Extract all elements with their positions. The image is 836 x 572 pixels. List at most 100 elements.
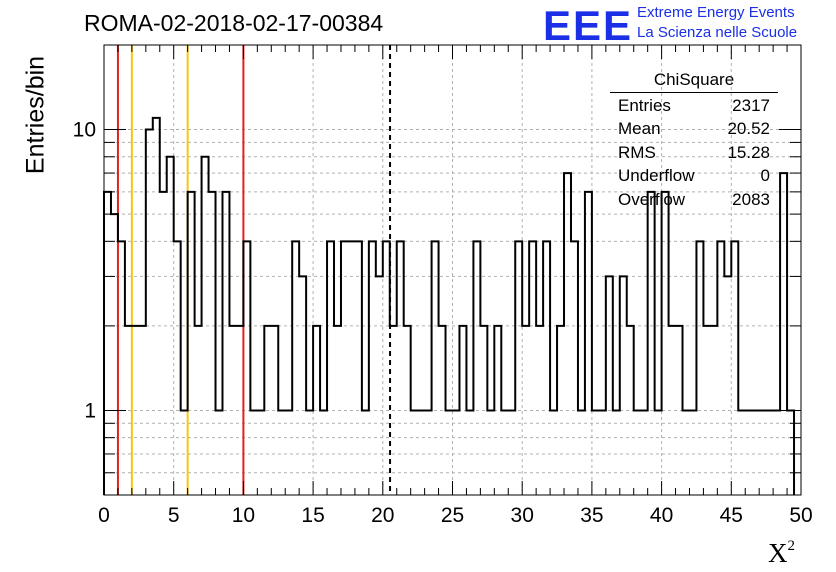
histogram-bin	[446, 410, 453, 495]
histogram-bin	[501, 410, 508, 495]
x-axis-label-base: X	[768, 538, 788, 568]
histogram-bin	[264, 326, 271, 495]
histogram-bin	[139, 326, 146, 495]
histogram-bin	[606, 276, 613, 495]
histogram-bin	[188, 192, 195, 495]
stats-row-mean: Mean 20.52	[610, 117, 778, 141]
histogram-bin	[536, 326, 543, 495]
stats-row-overflow: Overflow 2083	[610, 188, 778, 212]
histogram-bin	[578, 410, 585, 495]
histogram-bin	[717, 241, 724, 495]
x-axis-label: X2	[768, 538, 795, 569]
histogram-bin	[459, 326, 466, 495]
histogram-bin	[383, 241, 390, 495]
histogram-bin	[710, 326, 717, 495]
histogram-bin	[620, 276, 627, 495]
histogram-bin	[306, 410, 313, 495]
histogram-bin	[766, 410, 773, 495]
histogram-bin	[613, 410, 620, 495]
histogram-bin	[257, 410, 264, 495]
x-tick-label: 30	[511, 504, 534, 527]
x-tick-label: 50	[789, 504, 812, 527]
histogram-bin	[543, 241, 550, 495]
histogram-bin	[111, 214, 118, 495]
histogram-bin	[195, 326, 202, 495]
histogram-bin	[669, 326, 676, 495]
histogram-bin	[209, 192, 216, 495]
histogram-bin	[334, 326, 341, 495]
histogram-bin	[676, 326, 683, 495]
histogram-bin	[236, 326, 243, 495]
histogram-bin	[104, 192, 111, 495]
histogram-bin	[703, 326, 710, 495]
histogram-bin	[167, 157, 174, 495]
histogram-bin	[592, 410, 599, 495]
stats-value: 2317	[732, 95, 770, 115]
logo-caption-line2: La Scienza nelle Scuole	[637, 24, 798, 41]
histogram-bin	[759, 410, 766, 495]
histogram-bin	[724, 276, 731, 495]
histogram-bin	[557, 326, 564, 495]
histogram-bin	[696, 241, 703, 495]
histogram-bin	[229, 326, 236, 495]
histogram-bin	[174, 241, 181, 495]
histogram-bin	[494, 326, 501, 495]
histogram-bin	[292, 241, 299, 495]
histogram-bin	[731, 241, 738, 495]
x-tick-label: 10	[232, 504, 255, 527]
stats-label: RMS	[618, 142, 656, 162]
histogram-bin	[243, 241, 250, 495]
histogram-bin	[571, 241, 578, 495]
histogram-bin	[397, 241, 404, 495]
histogram-bin	[313, 326, 320, 495]
histogram-bin	[453, 410, 460, 495]
y-tick-label: 10	[73, 119, 96, 142]
histogram-bin	[132, 326, 139, 495]
histogram-bin	[473, 241, 480, 495]
histogram-bin	[780, 173, 787, 495]
stats-row-underflow: Underflow 0	[610, 164, 778, 188]
histogram-bin	[745, 410, 752, 495]
histogram-outline	[103, 116, 796, 495]
y-tick-label: 1	[84, 399, 96, 422]
stats-label: Mean	[618, 119, 661, 138]
histogram-bin	[369, 241, 376, 495]
chart-title: ROMA-02-2018-02-17-00384	[84, 10, 384, 36]
x-tick-label: 20	[371, 504, 394, 527]
histogram-bin	[160, 192, 167, 495]
x-axis-label-sup: 2	[787, 538, 796, 554]
histogram-bin	[278, 410, 285, 495]
y-axis-label: Entries/bin	[21, 55, 50, 175]
histogram-bin	[773, 410, 780, 495]
stats-row-entries: Entries 2317	[610, 94, 778, 118]
histogram-bin	[285, 410, 292, 495]
histogram-bin	[641, 410, 648, 495]
x-tick-label: 45	[720, 504, 743, 527]
histogram-bin	[550, 410, 557, 495]
histogram-bin	[418, 410, 425, 495]
histogram-bin	[411, 410, 418, 495]
histogram-bin	[376, 276, 383, 495]
x-tick-label: 0	[98, 504, 110, 527]
histogram-bin	[529, 241, 536, 495]
histogram-bin	[522, 326, 529, 495]
x-tick-label: 25	[441, 504, 464, 527]
histogram-bin	[564, 173, 571, 495]
eee-logo: EEE	[543, 2, 634, 49]
stats-value: 20.52	[727, 119, 770, 138]
histogram-bin	[648, 192, 655, 495]
stats-label: Underflow	[618, 166, 695, 185]
histogram-bin	[752, 410, 759, 495]
histogram-bin	[432, 241, 439, 495]
stats-row-rms: RMS 15.28	[610, 141, 778, 165]
histogram-bin	[487, 410, 494, 495]
histogram-bin	[662, 192, 669, 495]
histogram-bin	[599, 410, 606, 495]
histogram-bin	[627, 326, 634, 495]
histogram-bin	[480, 326, 487, 495]
stats-value: 15.28	[727, 142, 770, 162]
x-tick-label: 5	[168, 504, 180, 527]
x-tick-label: 40	[650, 504, 673, 527]
stats-value: 2083	[732, 189, 770, 209]
